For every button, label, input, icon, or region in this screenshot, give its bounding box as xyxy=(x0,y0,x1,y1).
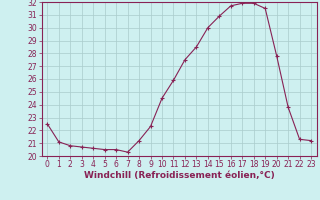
X-axis label: Windchill (Refroidissement éolien,°C): Windchill (Refroidissement éolien,°C) xyxy=(84,171,275,180)
